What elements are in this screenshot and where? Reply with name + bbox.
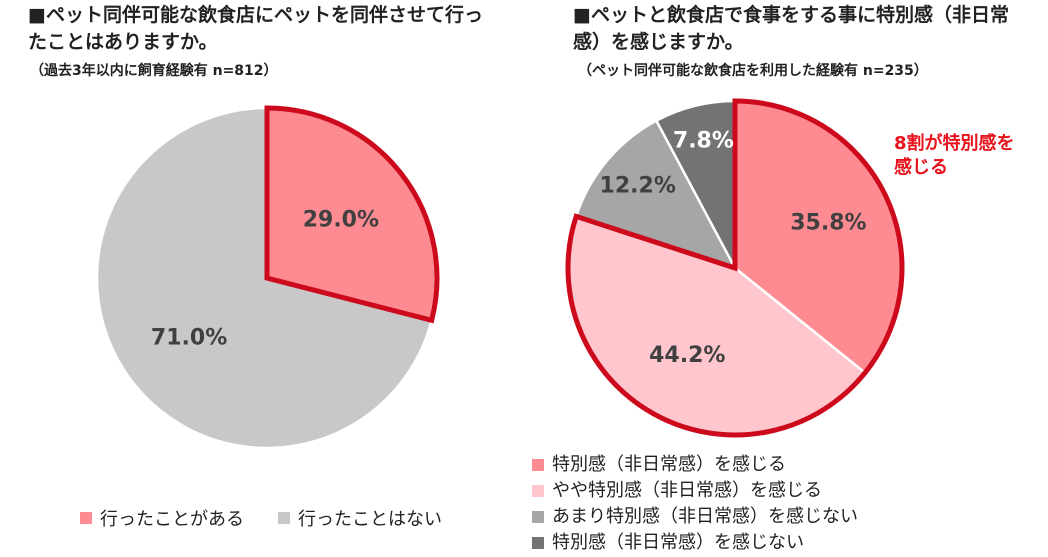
legend-swatch: [532, 459, 544, 471]
chart1-title: ■ペット同伴可能な飲食店にペットを同伴させて行ったことはありますか。: [28, 4, 483, 53]
slice-label: 7.8%: [673, 129, 734, 154]
legend-label: やや特別感（非日常感）を感じる: [552, 480, 822, 501]
legend-item: あまり特別感（非日常感）を感じない: [532, 504, 858, 530]
highlight-outline: [264, 105, 440, 324]
slice-label: 35.8%: [790, 210, 866, 235]
legend-item: 特別感（非日常感）を感じない: [532, 530, 858, 556]
slice-label: 71.0%: [151, 325, 227, 350]
legend-item: やや特別感（非日常感）を感じる: [532, 478, 858, 504]
legend-swatch: [278, 512, 290, 524]
chart2-legend: 特別感（非日常感）を感じる やや特別感（非日常感）を感じる あまり特別感（非日常…: [532, 452, 858, 556]
highlight-outline: [565, 98, 905, 438]
legend-label: 行ったことがある: [100, 509, 244, 530]
legend-swatch: [80, 512, 92, 524]
legend-swatch: [532, 485, 544, 497]
chart2-subtitle: （ペット同伴可能な飲食店を利用した経験有 n=235）: [578, 63, 928, 79]
pie-slice: [574, 118, 738, 271]
legend-item: 特別感（非日常感）を感じる: [532, 452, 858, 478]
legend-item: 行ったことはない: [278, 505, 442, 531]
chart1-legend: 行ったことがある 行ったことはない: [80, 505, 442, 531]
slice-label: 44.2%: [649, 343, 725, 368]
legend-label: 特別感（非日常感）を感じない: [552, 532, 804, 553]
legend-label: 特別感（非日常感）を感じる: [552, 454, 786, 475]
legend-label: あまり特別感（非日常感）を感じない: [552, 506, 858, 527]
pie-slice: [95, 106, 434, 450]
legend-swatch: [532, 537, 544, 549]
slice-label: 12.2%: [600, 173, 676, 198]
chart1-subtitle: （過去3年以内に飼育経験有 n=812）: [30, 63, 278, 79]
legend-item: 行ったことがある: [80, 505, 244, 531]
chart2-annotation: 8割が特別感を 感じる: [894, 133, 1015, 178]
slice-label: 29.0%: [303, 208, 379, 233]
chart2-title: ■ペットと飲食店で食事をする事に特別感（非日常感）を感じますか。: [573, 4, 1009, 53]
legend-swatch: [532, 511, 544, 523]
legend-label: 行ったことはない: [298, 509, 442, 530]
